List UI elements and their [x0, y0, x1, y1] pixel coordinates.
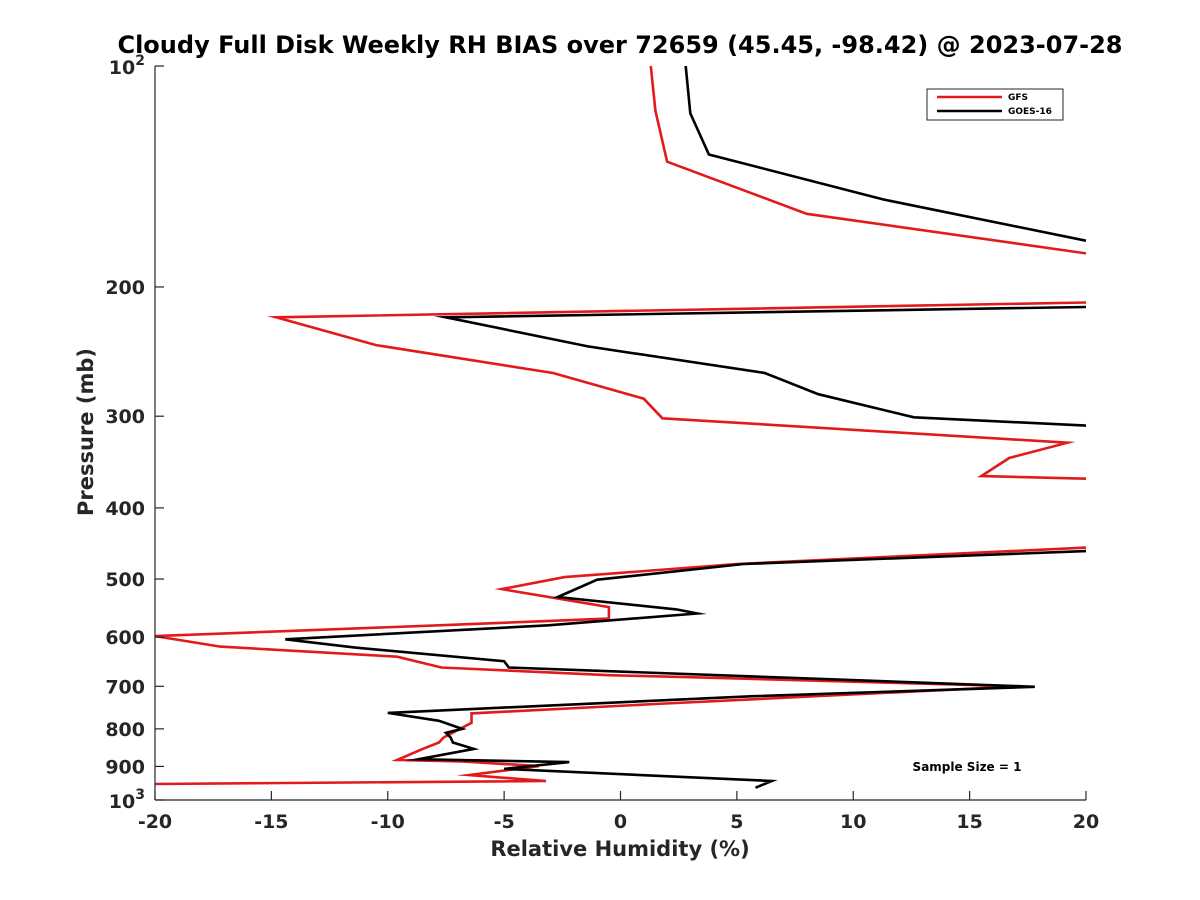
legend-box: [926, 88, 1064, 121]
y-tick-label-power: 103: [109, 787, 145, 813]
y-tick-label: 300: [105, 406, 145, 428]
axes-layer: -20 -15 -10 -5 0 5 10 15 20 200 300 400 500 600 700 800…: [105, 53, 1099, 833]
y-tick-label: 800: [105, 719, 145, 741]
y-tick-label: 700: [105, 676, 145, 698]
y-tick-label: 900: [105, 756, 145, 778]
x-tick-label: -15: [254, 811, 288, 833]
y-axis-label: Pressure (mb): [74, 348, 98, 516]
legend-label-goes16: GOES-16: [1008, 107, 1052, 117]
y-tick-label: 400: [105, 498, 145, 520]
y-tick-label-power: 102: [109, 53, 145, 79]
series-line-gfs: [155, 66, 1086, 786]
sample-size-annotation: Sample Size = 1: [913, 760, 1022, 774]
x-tick-label: -10: [371, 811, 405, 833]
legend: GFS GOES-16: [926, 88, 1064, 121]
y-tick-label: 600: [105, 627, 145, 649]
x-tick-label: 20: [1073, 811, 1099, 833]
y-tick-label-base: 10: [109, 57, 135, 79]
x-tick-label: 15: [956, 811, 982, 833]
x-axis-label: Relative Humidity (%): [490, 837, 749, 861]
y-tick-label-exponent: 3: [135, 787, 145, 803]
plot-layer: [155, 66, 1086, 789]
x-tick-label: 5: [730, 811, 743, 833]
x-tick-label: 0: [614, 811, 627, 833]
x-tick-label: 10: [840, 811, 866, 833]
y-tick-label: 200: [105, 277, 145, 299]
x-tick-label: -5: [494, 811, 515, 833]
x-tick-label: -20: [138, 811, 172, 833]
y-tick-label-exponent: 2: [135, 53, 145, 69]
y-tick-label: 500: [105, 569, 145, 591]
chart-title: Cloudy Full Disk Weekly RH BIAS over 726…: [117, 31, 1122, 59]
legend-label-gfs: GFS: [1008, 93, 1028, 103]
y-tick-label-base: 10: [109, 791, 135, 813]
series-line-goes16: [285, 66, 1086, 789]
